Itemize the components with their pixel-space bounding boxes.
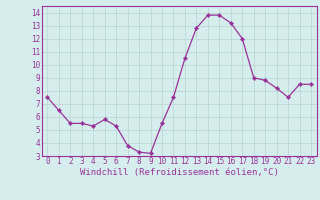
X-axis label: Windchill (Refroidissement éolien,°C): Windchill (Refroidissement éolien,°C) xyxy=(80,168,279,177)
